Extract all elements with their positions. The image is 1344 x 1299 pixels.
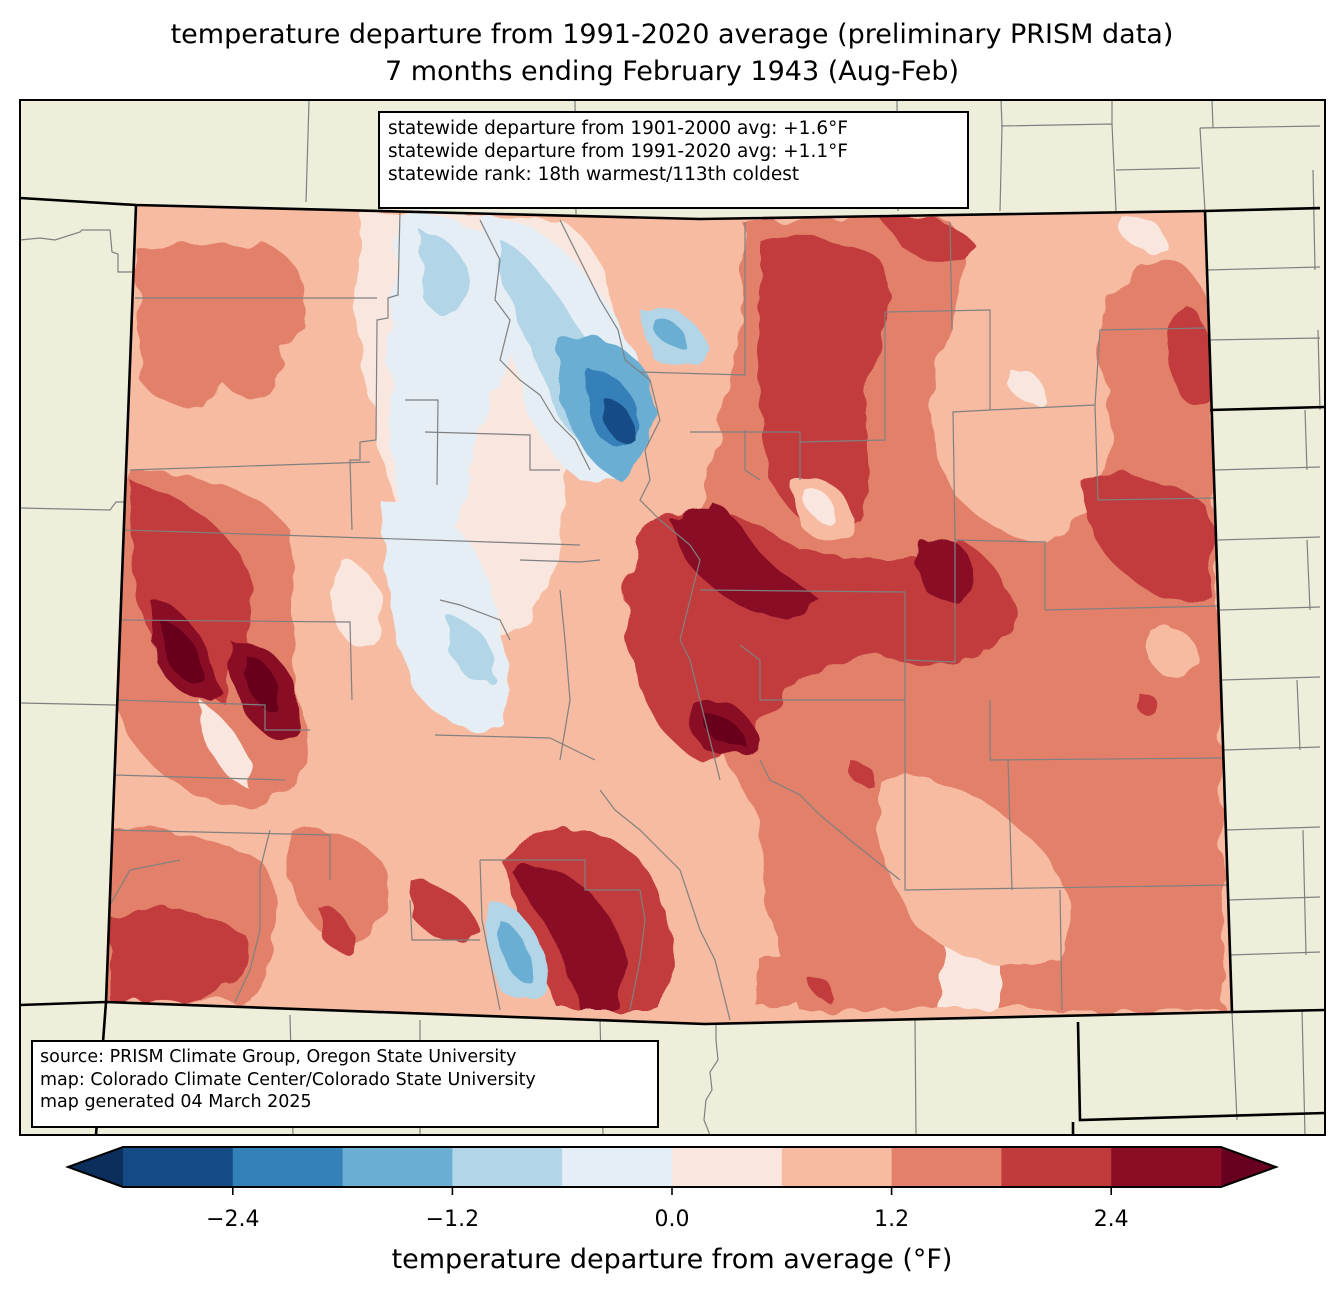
colorbar-bin [1001, 1147, 1112, 1187]
statewide-stats-box: statewide departure from 1901-2000 avg: … [378, 111, 969, 209]
colorbar-outline [65, 1146, 1279, 1188]
colorbar-label: temperature departure from average (°F) [391, 1244, 953, 1275]
colorbar-tick-label: 2.4 [1093, 1207, 1129, 1232]
stats-line-1991-2020: statewide departure from 1991-2020 avg: … [388, 141, 848, 162]
colorbar-tick-label: 0.0 [654, 1207, 690, 1232]
map-credit-line: map: Colorado Climate Center/Colorado St… [40, 1069, 536, 1090]
map-frame [19, 99, 1326, 1136]
colorbar-bin [232, 1147, 344, 1187]
colorbar-bin [781, 1147, 893, 1187]
colorbar-bin [891, 1147, 1002, 1187]
colorbar-bin [672, 1147, 783, 1187]
colorbar-tick-label: 1.2 [874, 1207, 910, 1232]
colorbar-under-extension [68, 1147, 123, 1187]
colorbar-tick-label: −1.2 [425, 1207, 480, 1232]
colorbar-bin [1111, 1147, 1222, 1187]
stats-line-rank: statewide rank: 18th warmest/113th colde… [388, 164, 800, 185]
map-subtitle: 7 months ending February 1943 (Aug-Feb) [384, 56, 960, 87]
temperature-field [106, 205, 1232, 1024]
colorbar-tick-label: −2.4 [206, 1207, 260, 1232]
county-lines [109, 211, 1231, 1021]
generated-date-line: map generated 04 March 2025 [40, 1092, 312, 1112]
colorbar [65, 1146, 1279, 1195]
colorbar-bin [562, 1147, 673, 1187]
map-title: temperature departure from 1991-2020 ave… [170, 19, 1174, 50]
colorbar-bin [342, 1147, 453, 1187]
colorbar-bin [123, 1147, 234, 1187]
stats-line-1901-2000: statewide departure from 1901-2000 avg: … [388, 118, 848, 139]
colorbar-bin [452, 1147, 563, 1187]
colorbar-over-extension [1221, 1147, 1276, 1187]
source-line: source: PRISM Climate Group, Oregon Stat… [40, 1047, 517, 1067]
source-credit-box: source: PRISM Climate Group, Oregon Stat… [31, 1040, 659, 1128]
